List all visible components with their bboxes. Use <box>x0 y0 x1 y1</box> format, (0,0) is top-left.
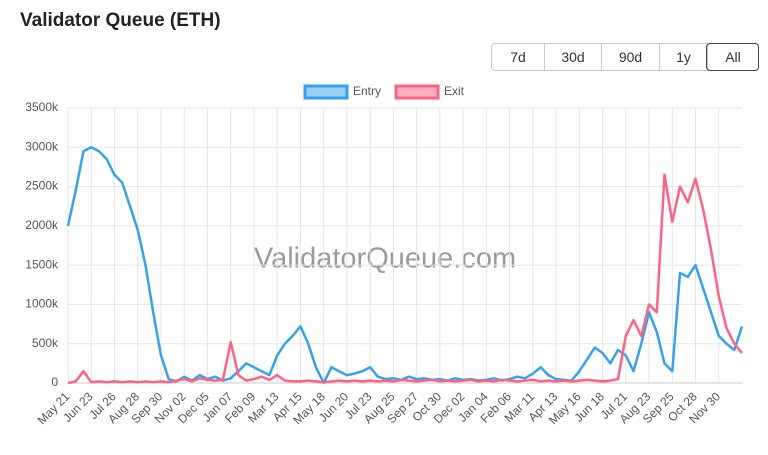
series-line <box>67 173 743 385</box>
range-button[interactable]: All <box>706 43 759 71</box>
y-tick-label: 3500k <box>25 100 59 114</box>
range-button[interactable]: 90d <box>601 44 659 70</box>
legend-label: Exit <box>444 84 465 98</box>
y-tick-label: 0 <box>51 375 58 389</box>
y-tick-label: 500k <box>32 336 59 350</box>
chart-title: Validator Queue (ETH) <box>20 10 221 31</box>
range-button[interactable]: 7d <box>510 49 526 65</box>
range-button[interactable]: 1y <box>659 44 707 70</box>
y-tick-label: 2000k <box>25 218 59 232</box>
legend-swatch <box>394 84 440 100</box>
legend-label: Entry <box>353 84 381 98</box>
range-button[interactable]: 30d <box>544 44 601 70</box>
legend-swatch <box>303 84 349 100</box>
watermark: ValidatorQueue.com <box>254 243 516 275</box>
y-tick-label: 2500k <box>25 179 59 193</box>
y-tick-label: 3000k <box>25 139 59 153</box>
y-tick-label: 1500k <box>25 257 59 271</box>
range-buttons: 7d 30d 90d 1y All <box>491 43 759 71</box>
y-tick-label: 1000k <box>25 297 59 311</box>
